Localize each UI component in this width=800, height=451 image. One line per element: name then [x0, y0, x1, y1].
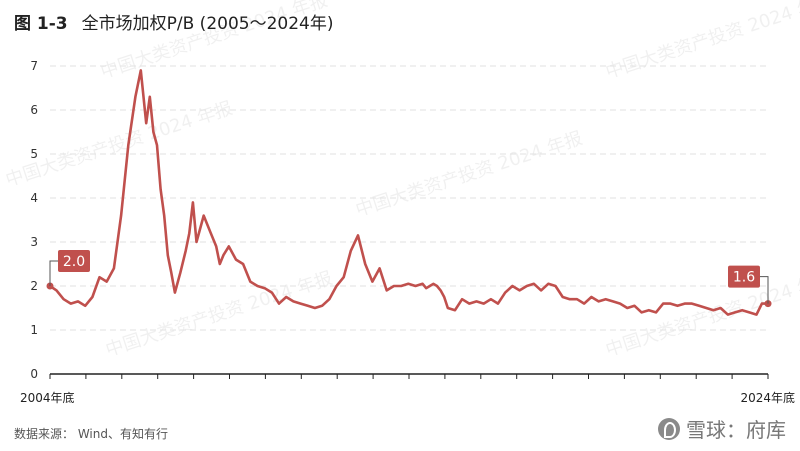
y-tick-label: 6: [30, 103, 38, 117]
x-tick-label: 2024年底: [740, 390, 795, 405]
y-tick-label: 4: [30, 191, 38, 205]
brand-text: 雪球：府库: [686, 418, 786, 442]
y-tick-label: 7: [30, 59, 38, 73]
series-line: [48, 69, 770, 316]
y-tick-label: 3: [30, 235, 38, 249]
annotation-leader: [760, 276, 769, 304]
snowball-logo-icon: [658, 417, 680, 440]
x-tick-label: 2004年底: [20, 390, 75, 405]
annotation-label: 1.6: [733, 270, 755, 286]
annotation-label: 2.0: [63, 254, 85, 270]
annotation-box: [58, 250, 90, 272]
figure-number: 图 1-3: [14, 14, 68, 34]
data-source: 数据来源： Wind、有知有行: [14, 427, 168, 441]
y-tick-label: 0: [30, 367, 38, 381]
title-text: 全市场加权P/B (2005～2024年): [81, 14, 334, 34]
chart-title: 图 1-3 全市场加权P/B (2005～2024年): [14, 9, 333, 34]
brand: 雪球：府库: [658, 414, 786, 443]
y-tick-label: 2: [30, 279, 38, 293]
annotation-leader: [49, 260, 58, 286]
annotation-box: [728, 265, 760, 288]
y-tick-label: 1: [30, 323, 38, 337]
y-tick-label: 5: [30, 147, 38, 161]
